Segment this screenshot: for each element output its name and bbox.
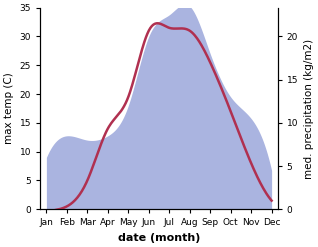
Y-axis label: med. precipitation (kg/m2): med. precipitation (kg/m2) (304, 38, 314, 179)
X-axis label: date (month): date (month) (118, 233, 200, 243)
Y-axis label: max temp (C): max temp (C) (4, 73, 14, 144)
